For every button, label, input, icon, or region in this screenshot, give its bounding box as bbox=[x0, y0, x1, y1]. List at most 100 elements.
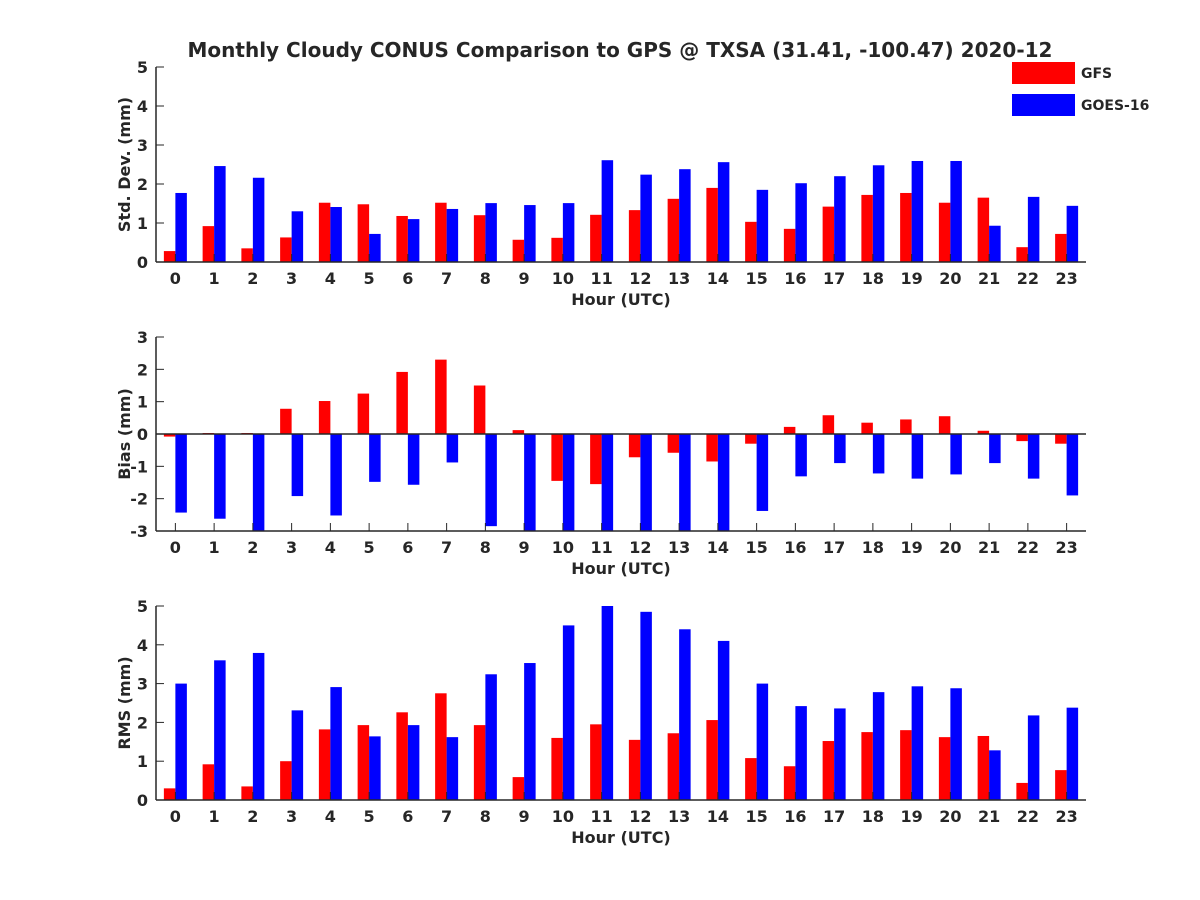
bar-gfs-11 bbox=[590, 434, 602, 485]
x-tick-label: 20 bbox=[939, 538, 961, 557]
bar-gfs-15 bbox=[745, 758, 757, 800]
y-tick-label: 3 bbox=[137, 136, 148, 155]
x-tick-label: 21 bbox=[978, 269, 1000, 288]
x-tick-label: 23 bbox=[1055, 807, 1077, 826]
bar-gfs-14 bbox=[706, 720, 718, 800]
bar-gfs-20 bbox=[938, 737, 951, 800]
x-axis-label: Hour (UTC) bbox=[571, 828, 671, 847]
bar-gfs-5 bbox=[357, 204, 370, 262]
bar-goes-16-10 bbox=[562, 203, 575, 262]
bar-goes-16-15 bbox=[756, 434, 769, 511]
x-tick-label: 8 bbox=[480, 807, 491, 826]
bar-gfs-15 bbox=[745, 434, 757, 444]
y-tick-label: 0 bbox=[137, 791, 148, 810]
bar-gfs-18 bbox=[861, 194, 873, 262]
y-tick-label: -3 bbox=[130, 522, 148, 541]
bar-goes-16-15 bbox=[756, 189, 769, 262]
bar-gfs-11 bbox=[590, 214, 602, 262]
legend-label-goes-16: GOES-16 bbox=[1081, 98, 1149, 114]
bar-goes-16-7 bbox=[446, 737, 459, 800]
y-tick-label: 1 bbox=[137, 752, 148, 771]
y-tick-label: 1 bbox=[137, 214, 148, 233]
bar-gfs-16 bbox=[783, 766, 796, 800]
bar-goes-16-8 bbox=[485, 674, 497, 800]
bar-goes-16-18 bbox=[872, 434, 885, 474]
bar-goes-16-23 bbox=[1066, 434, 1079, 496]
bar-gfs-7 bbox=[435, 202, 447, 262]
x-tick-label: 1 bbox=[209, 269, 220, 288]
bar-goes-16-22 bbox=[1027, 434, 1040, 479]
x-tick-label: 4 bbox=[325, 269, 336, 288]
x-tick-label: 7 bbox=[441, 807, 452, 826]
bar-goes-16-6 bbox=[407, 725, 420, 800]
bar-gfs-2 bbox=[241, 786, 253, 800]
x-tick-label: 6 bbox=[402, 538, 413, 557]
x-tick-label: 1 bbox=[209, 807, 220, 826]
bar-goes-16-18 bbox=[872, 165, 885, 262]
y-tick-label: 3 bbox=[137, 675, 148, 694]
x-tick-label: 14 bbox=[707, 807, 729, 826]
x-tick-label: 19 bbox=[900, 538, 922, 557]
bar-goes-16-22 bbox=[1027, 196, 1040, 262]
bar-gfs-15 bbox=[745, 221, 757, 262]
x-tick-label: 0 bbox=[170, 269, 181, 288]
x-tick-label: 20 bbox=[939, 807, 961, 826]
bar-gfs-1 bbox=[202, 226, 215, 262]
legend-swatch-goes-16 bbox=[1012, 94, 1075, 116]
bar-gfs-6 bbox=[396, 215, 408, 262]
bar-gfs-1 bbox=[202, 764, 215, 800]
x-tick-label: 3 bbox=[286, 807, 297, 826]
bar-goes-16-9 bbox=[524, 434, 536, 531]
bar-goes-16-21 bbox=[989, 225, 1001, 262]
x-tick-label: 14 bbox=[707, 538, 729, 557]
bar-gfs-19 bbox=[900, 419, 912, 434]
bar-gfs-23 bbox=[1055, 434, 1067, 444]
bar-gfs-8 bbox=[473, 215, 486, 262]
x-tick-label: 21 bbox=[978, 538, 1000, 557]
bar-goes-16-19 bbox=[911, 160, 924, 262]
bar-goes-16-7 bbox=[446, 434, 459, 463]
bar-goes-16-7 bbox=[446, 208, 459, 262]
x-tick-label: 9 bbox=[519, 269, 530, 288]
bar-gfs-10 bbox=[551, 434, 563, 481]
x-tick-label: 4 bbox=[325, 538, 336, 557]
y-axis-label: Std. Dev. (mm) bbox=[115, 97, 134, 232]
x-tick-label: 8 bbox=[480, 269, 491, 288]
bar-gfs-22 bbox=[1016, 434, 1028, 442]
bar-goes-16-12 bbox=[640, 434, 652, 531]
bar-goes-16-17 bbox=[834, 708, 846, 800]
bar-goes-16-0 bbox=[175, 683, 187, 800]
bar-gfs-14 bbox=[706, 187, 718, 262]
bar-goes-16-6 bbox=[407, 434, 420, 485]
bar-goes-16-23 bbox=[1066, 707, 1079, 800]
x-tick-label: 13 bbox=[668, 538, 690, 557]
bar-goes-16-13 bbox=[679, 629, 691, 800]
x-tick-label: 12 bbox=[629, 538, 651, 557]
y-tick-label: 1 bbox=[137, 393, 148, 412]
bar-goes-16-4 bbox=[330, 207, 342, 262]
bar-goes-16-3 bbox=[291, 434, 304, 497]
bar-gfs-16 bbox=[783, 426, 796, 434]
bar-gfs-19 bbox=[900, 730, 912, 800]
bar-goes-16-2 bbox=[252, 434, 265, 531]
bar-goes-16-21 bbox=[989, 434, 1001, 464]
x-tick-label: 2 bbox=[247, 269, 258, 288]
bar-gfs-6 bbox=[396, 712, 408, 800]
bar-goes-16-18 bbox=[872, 692, 885, 800]
bar-goes-16-12 bbox=[640, 611, 652, 800]
y-tick-label: 2 bbox=[137, 360, 148, 379]
x-tick-label: 5 bbox=[364, 807, 375, 826]
x-tick-label: 11 bbox=[590, 807, 612, 826]
bar-gfs-3 bbox=[280, 237, 292, 262]
x-tick-label: 22 bbox=[1017, 538, 1039, 557]
bar-gfs-8 bbox=[473, 725, 486, 800]
legend-swatch-gfs bbox=[1012, 62, 1075, 84]
y-tick-label: 0 bbox=[137, 425, 148, 444]
bar-goes-16-9 bbox=[524, 663, 536, 800]
y-axis-label: Bias (mm) bbox=[115, 388, 134, 480]
legend: GFS GOES-16 bbox=[1012, 62, 1149, 116]
x-tick-label: 7 bbox=[441, 538, 452, 557]
x-tick-label: 5 bbox=[364, 269, 375, 288]
